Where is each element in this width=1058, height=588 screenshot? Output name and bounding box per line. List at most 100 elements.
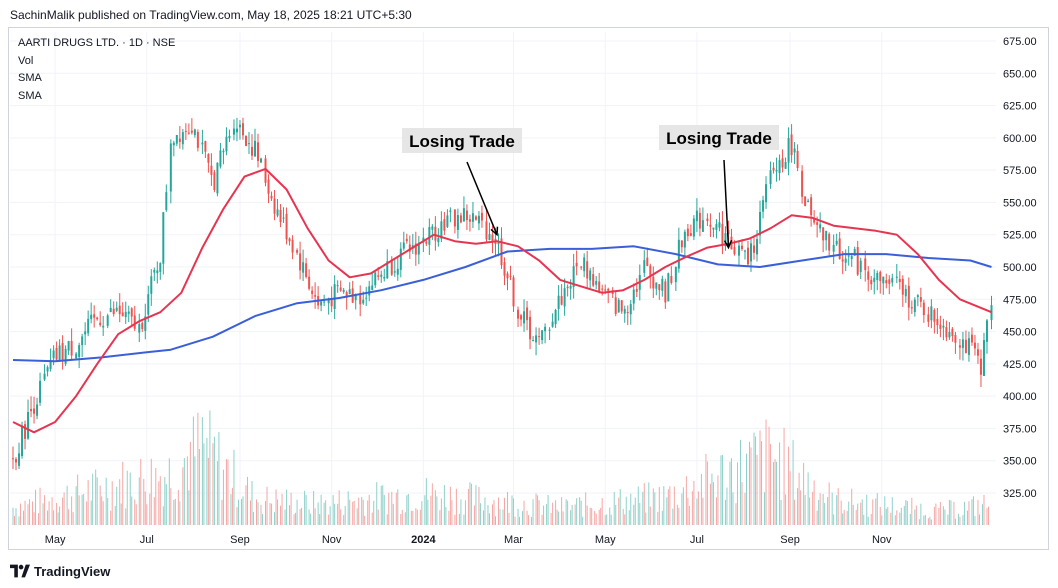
volume-bar xyxy=(75,486,77,525)
volume-bar xyxy=(493,500,495,525)
candle-body xyxy=(462,208,465,222)
candle-body xyxy=(485,221,488,240)
volume-bar xyxy=(460,499,462,525)
legend-sma-1[interactable]: SMA xyxy=(18,72,42,84)
candle-body xyxy=(586,261,589,279)
candle-body xyxy=(393,271,396,273)
candle-body xyxy=(488,234,491,240)
volume-bar xyxy=(230,494,232,525)
annotation-losing-trade[interactable]: Losing Trade xyxy=(659,125,779,250)
candle-body xyxy=(572,266,575,288)
candle-body xyxy=(449,210,452,212)
legend-symbol[interactable]: AARTI DRUGS LTD. · 1D · NSE xyxy=(18,37,176,49)
volume-bar xyxy=(947,514,949,525)
volume-bar xyxy=(364,515,366,525)
volume-bar xyxy=(59,506,61,525)
volume-bar xyxy=(768,426,770,525)
candle-body xyxy=(958,345,961,348)
volume-bar xyxy=(277,499,279,525)
volume-bar xyxy=(425,478,427,525)
volume-bar xyxy=(779,442,781,525)
volume-bar xyxy=(923,515,925,525)
candle-body xyxy=(285,213,288,240)
candle-body xyxy=(838,238,841,259)
volume-bar xyxy=(478,486,480,525)
candle-body xyxy=(169,143,172,192)
annotation-losing-trade[interactable]: Losing Trade xyxy=(402,128,522,237)
candle-body xyxy=(617,299,620,313)
volume-bar xyxy=(314,508,316,525)
candle-body xyxy=(228,135,231,139)
volume-bar xyxy=(721,454,723,525)
volume-bar xyxy=(929,516,931,525)
candle-body xyxy=(740,245,743,250)
volume-bar xyxy=(789,471,791,525)
candle-body xyxy=(961,339,964,348)
volume-bar xyxy=(812,491,814,525)
candle-body xyxy=(201,142,204,145)
annotation-arrow xyxy=(466,161,498,236)
volume-bar xyxy=(552,502,554,525)
volume-bar xyxy=(207,457,209,525)
volume-bar xyxy=(256,499,257,525)
volume-bar xyxy=(585,492,587,525)
volume-bar xyxy=(770,443,772,525)
volume-bar xyxy=(295,512,297,525)
volume-bar xyxy=(102,501,104,525)
candle-body xyxy=(55,347,58,360)
volume-bar xyxy=(661,510,663,525)
grid xyxy=(10,32,996,525)
candle-body xyxy=(67,341,70,351)
candle-body xyxy=(81,336,84,346)
candle-body xyxy=(793,148,796,153)
volume-bar xyxy=(424,495,426,525)
footer-brand[interactable]: TradingView xyxy=(10,560,110,582)
candle-body xyxy=(970,334,973,343)
candle-body xyxy=(270,195,273,199)
candle-body xyxy=(919,297,922,302)
candle-body xyxy=(985,320,988,342)
volume-bar xyxy=(131,496,133,525)
volume-bar xyxy=(144,491,146,525)
legend-sma-2[interactable]: SMA xyxy=(18,89,42,102)
volume-bar xyxy=(494,516,496,525)
volume-bar xyxy=(517,508,519,525)
volume-bar xyxy=(833,514,835,525)
y-tick-label: 600.00 xyxy=(1003,133,1037,145)
volume-bar xyxy=(816,510,818,525)
candle-body xyxy=(106,315,109,326)
volume-bar xyxy=(700,474,702,525)
candle-body xyxy=(753,245,756,253)
candle-body xyxy=(604,289,607,291)
volume-bar xyxy=(95,469,97,525)
volume-bar xyxy=(216,461,218,525)
candle-body xyxy=(302,262,305,273)
candle-body xyxy=(816,222,819,225)
volume-bar xyxy=(371,512,373,525)
volume-bar xyxy=(938,507,940,525)
volume-bar xyxy=(280,505,282,525)
legend: AARTI DRUGS LTD. · 1D · NSE Vol SMA SMA xyxy=(18,35,175,105)
candle-body xyxy=(153,269,156,273)
volume-bar xyxy=(448,510,450,525)
sma-fast-line xyxy=(12,167,992,434)
candle-body xyxy=(856,247,859,275)
legend-vol[interactable]: Vol xyxy=(18,54,34,67)
candle-body xyxy=(756,239,759,255)
candle-body xyxy=(308,276,311,289)
volume-bar xyxy=(634,497,636,525)
candle-body xyxy=(288,238,291,242)
candle-body xyxy=(982,340,985,376)
candle-body xyxy=(772,167,775,171)
volume-bar xyxy=(436,496,438,525)
volume-bar xyxy=(376,482,378,525)
volume-bar xyxy=(598,509,600,525)
x-tick-label: Mar xyxy=(504,534,523,546)
volume-bar xyxy=(296,499,298,525)
candle-body xyxy=(64,348,67,364)
volume-bar xyxy=(604,515,606,525)
volume-bar xyxy=(153,497,155,525)
volume-bar xyxy=(652,488,654,525)
volume-bar xyxy=(260,504,262,525)
